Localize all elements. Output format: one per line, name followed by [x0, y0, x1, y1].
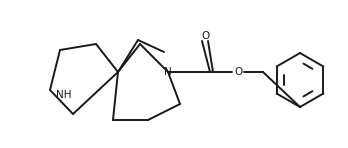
- Text: O: O: [234, 67, 242, 77]
- Text: N: N: [164, 67, 172, 77]
- Text: NH: NH: [56, 90, 72, 100]
- Text: O: O: [201, 31, 209, 41]
